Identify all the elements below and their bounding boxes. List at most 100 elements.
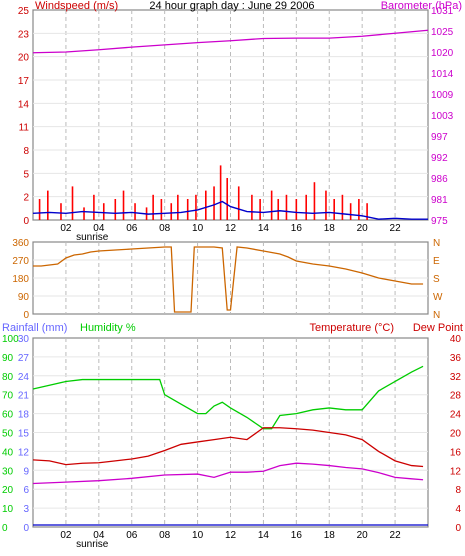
dewpoint-axis-title: Dew Point (413, 322, 463, 334)
windspeed-axis-title: Windspeed (m/s) (35, 0, 118, 12)
direction-degree-tick-label: 90 (18, 292, 30, 303)
temperature-tick-label: 4 (455, 504, 461, 515)
rainfall-tick-label: 27 (18, 353, 30, 364)
x-tick-label: 16 (291, 223, 303, 234)
windspeed-tick-label: 11 (19, 123, 30, 134)
barometer-tick-label: 981 (431, 195, 448, 206)
compass-tick-label: S (433, 274, 440, 285)
x-tick-label: 06 (126, 223, 138, 234)
rainfall-axis-title: Rainfall (mm) (2, 322, 67, 334)
wind-average-line (32, 200, 428, 220)
x-tick-label: 06 (126, 530, 138, 541)
direction-degree-tick-label: 0 (23, 310, 29, 321)
temperature-line (32, 427, 424, 468)
temperature-axis-title: Temperature (°C) (310, 322, 394, 334)
humidity-axis-title: Humidity % (80, 322, 136, 334)
humidity-tick-label: 30 (2, 466, 14, 477)
x-tick-label: 22 (390, 223, 402, 234)
x-tick-label: 20 (357, 530, 369, 541)
rainfall-tick-label: 0 (23, 523, 29, 534)
temperature-tick-label: 8 (455, 485, 461, 496)
x-tick-label: 12 (225, 530, 237, 541)
x-tick-label: 12 (225, 223, 237, 234)
rainfall-tick-label: 3 (23, 504, 29, 515)
windspeed-tick-label: 5 (23, 169, 29, 180)
humidity-tick-label: 20 (2, 485, 14, 496)
compass-tick-label: N (433, 238, 440, 249)
x-tick-label: 14 (258, 530, 270, 541)
windspeed-tick-label: 25 (18, 6, 30, 17)
humidity-tick-label: 70 (2, 391, 14, 402)
rainfall-tick-label: 9 (23, 466, 29, 477)
x-tick-label: 14 (258, 223, 270, 234)
x-tick-label: 04 (93, 223, 105, 234)
temperature-tick-label: 32 (450, 372, 462, 383)
barometer-line (32, 29, 429, 54)
x-tick-label: 18 (324, 530, 336, 541)
rainfall-tick-label: 24 (18, 372, 30, 383)
barometer-tick-label: 997 (431, 132, 448, 143)
direction-degree-tick-label: 270 (12, 256, 29, 267)
rainfall-tick-label: 30 (18, 334, 30, 345)
x-tick-label: 10 (192, 223, 204, 234)
humidity-tick-label: 100 (2, 334, 19, 345)
x-tick-label: 04 (93, 530, 105, 541)
temperature-tick-label: 12 (450, 466, 462, 477)
humidity-tick-label: 80 (2, 372, 14, 383)
barometer-tick-label: 1025 (431, 27, 454, 38)
rainfall-tick-label: 15 (18, 429, 30, 440)
barometer-tick-label: 975 (431, 216, 448, 227)
x-tick-label: 10 (192, 530, 204, 541)
x-tick-label: 18 (324, 223, 336, 234)
temperature-tick-label: 16 (450, 447, 462, 458)
windspeed-tick-label: 2 (23, 193, 29, 204)
compass-tick-label: N (433, 310, 440, 321)
rainfall-tick-label: 6 (23, 485, 29, 496)
barometer-axis-title: Barometer (hPa) (381, 0, 462, 12)
chart-title: 24 hour graph day : June 29 2006 (149, 0, 314, 12)
humidity-tick-label: 90 (2, 353, 14, 364)
direction-degree-tick-label: 360 (12, 238, 29, 249)
sunrise-label: sunrise (76, 539, 109, 550)
temperature-tick-label: 20 (450, 429, 462, 440)
wind-direction-line (33, 246, 424, 313)
x-tick-label: 08 (159, 223, 171, 234)
rainfall-tick-label: 21 (18, 391, 30, 402)
humidity-tick-label: 40 (2, 447, 14, 458)
x-tick-label: 02 (60, 223, 72, 234)
barometer-tick-label: 1014 (431, 69, 454, 80)
compass-tick-label: W (433, 292, 443, 303)
windspeed-tick-label: 0 (23, 216, 29, 227)
rainfall-tick-label: 12 (18, 447, 30, 458)
humidity-tick-label: 0 (2, 523, 8, 534)
x-tick-label: 02 (60, 530, 72, 541)
temperature-tick-label: 40 (450, 334, 462, 345)
temperature-tick-label: 36 (450, 353, 462, 364)
rainfall-tick-label: 18 (18, 410, 30, 421)
barometer-tick-label: 1009 (431, 90, 454, 101)
temperature-tick-label: 24 (450, 410, 462, 421)
windspeed-tick-label: 20 (18, 53, 30, 64)
humidity-line (32, 365, 424, 430)
dewpoint-line (32, 462, 424, 485)
temperature-tick-label: 0 (455, 523, 461, 534)
sunrise-label: sunrise (76, 232, 109, 243)
humidity-tick-label: 60 (2, 410, 14, 421)
barometer-tick-label: 1003 (431, 111, 454, 122)
direction-degree-tick-label: 180 (12, 274, 29, 285)
barometer-tick-label: 1020 (431, 48, 454, 59)
barometer-tick-label: 992 (431, 153, 448, 164)
x-tick-label: 16 (291, 530, 303, 541)
barometer-tick-label: 1031 (431, 6, 454, 17)
compass-tick-label: E (433, 256, 440, 267)
windspeed-tick-label: 14 (18, 99, 30, 110)
windspeed-tick-label: 8 (23, 146, 29, 157)
x-tick-label: 22 (390, 530, 402, 541)
humidity-tick-label: 10 (2, 504, 14, 515)
humidity-tick-label: 50 (2, 429, 14, 440)
x-tick-label: 08 (159, 530, 171, 541)
temperature-tick-label: 28 (450, 391, 462, 402)
windspeed-tick-label: 23 (18, 29, 30, 40)
windspeed-tick-label: 17 (18, 76, 30, 87)
